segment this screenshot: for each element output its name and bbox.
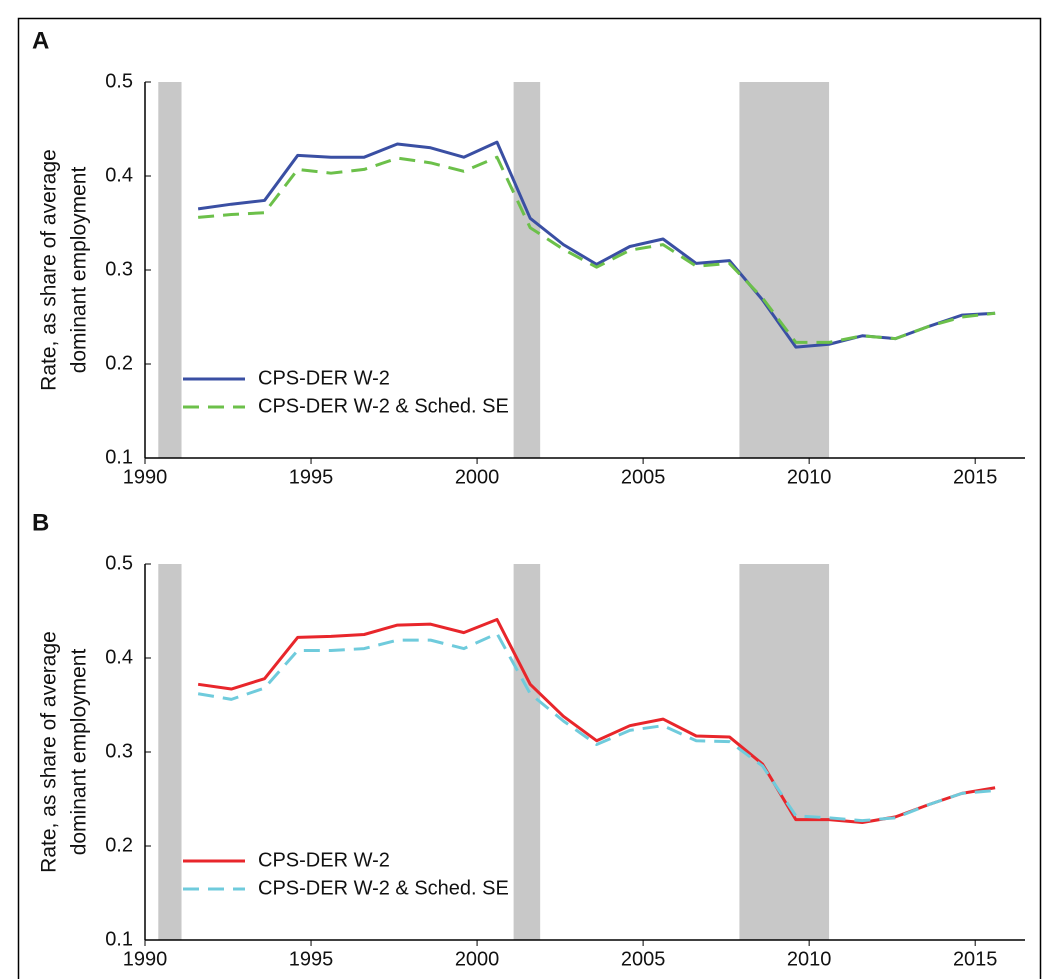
y-tick-label: 0.4 (105, 164, 133, 186)
recession-shade (739, 82, 830, 458)
y-axis-label: Rate, as share of average (38, 149, 61, 391)
y-tick-label: 0.5 (105, 70, 133, 92)
y-tick-label: 0.3 (105, 258, 133, 280)
y-axis-label: Rate, as share of average (38, 631, 61, 873)
x-tick-label: 1990 (123, 948, 168, 970)
frame (17, 17, 1042, 979)
recession-shade (739, 564, 830, 940)
panel-label: B (32, 509, 49, 536)
x-tick-label: 1990 (123, 466, 168, 488)
x-tick-label: 2010 (787, 948, 832, 970)
x-tick-label: 2010 (787, 466, 832, 488)
x-tick-label: 2000 (455, 466, 500, 488)
legend-label: CPS-DER W-2 (258, 367, 390, 389)
legend-label: CPS-DER W-2 & Sched. SE (258, 877, 509, 899)
x-tick-label: 2000 (455, 948, 500, 970)
y-tick-label: 0.1 (105, 928, 133, 950)
x-tick-label: 2015 (953, 466, 998, 488)
y-tick-label: 0.2 (105, 352, 133, 374)
legend-label: CPS-DER W-2 (258, 849, 390, 871)
y-tick-label: 0.4 (105, 646, 133, 668)
x-tick-label: 1995 (289, 466, 334, 488)
x-tick-label: 1995 (289, 948, 334, 970)
y-axis-label: dominant employment (68, 167, 91, 374)
x-tick-label: 2015 (953, 948, 998, 970)
series-line (197, 617, 996, 824)
y-tick-label: 0.5 (105, 552, 133, 574)
legend-label: CPS-DER W-2 & Sched. SE (258, 395, 509, 417)
recession-shade (513, 564, 541, 940)
recession-shade (158, 82, 182, 458)
series-line (197, 632, 996, 823)
y-tick-label: 0.1 (105, 446, 133, 468)
x-tick-label: 2005 (621, 948, 666, 970)
recession-shade (158, 564, 182, 940)
series-line (197, 140, 996, 349)
recession-shade (513, 82, 541, 458)
x-tick-label: 2005 (621, 466, 666, 488)
y-axis-label: dominant employment (68, 649, 91, 856)
panel-label: A (32, 27, 49, 54)
y-tick-label: 0.2 (105, 834, 133, 856)
series-line (198, 155, 996, 344)
y-tick-label: 0.3 (105, 740, 133, 762)
